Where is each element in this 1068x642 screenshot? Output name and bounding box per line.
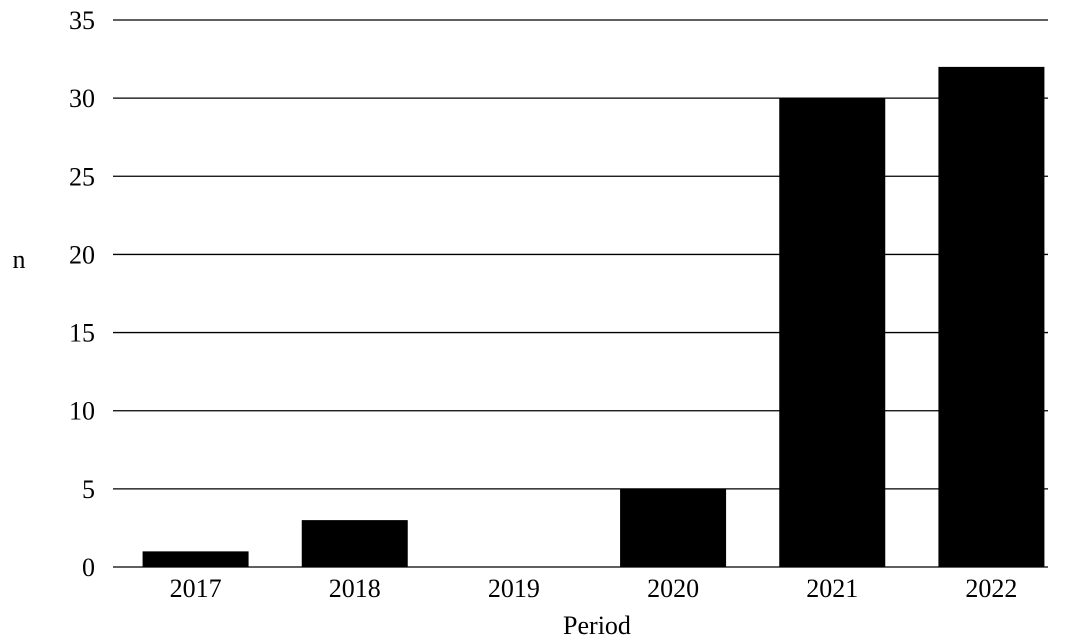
y-tick-label: 20 [69,240,95,269]
y-axis-ticks: 0 5 10 15 20 25 30 35 [69,6,95,582]
y-tick-label: 30 [69,84,95,113]
y-tick-label: 35 [69,6,95,35]
x-axis-label: Period [563,611,631,640]
x-tick-label: 2022 [965,574,1017,603]
bar-2020 [620,488,727,567]
gridlines [113,19,1048,568]
x-axis-ticks: 2017 2018 2019 2020 2021 2022 [170,574,1018,603]
x-tick-label: 2020 [647,574,699,603]
x-tick-label: 2018 [329,574,381,603]
y-tick-label: 0 [82,553,95,582]
y-tick-label: 10 [69,397,95,426]
bar-2021 [779,98,886,568]
x-tick-label: 2021 [806,574,858,603]
bar-2022 [938,66,1045,567]
y-axis-label: n [13,245,26,274]
y-tick-label: 15 [69,319,95,348]
y-tick-label: 25 [69,162,95,191]
y-tick-label: 5 [82,475,95,504]
bar-2018 [301,520,408,567]
bars [142,66,1045,568]
x-tick-label: 2017 [170,574,222,603]
x-tick-label: 2019 [488,574,540,603]
bar-2017 [142,551,249,567]
